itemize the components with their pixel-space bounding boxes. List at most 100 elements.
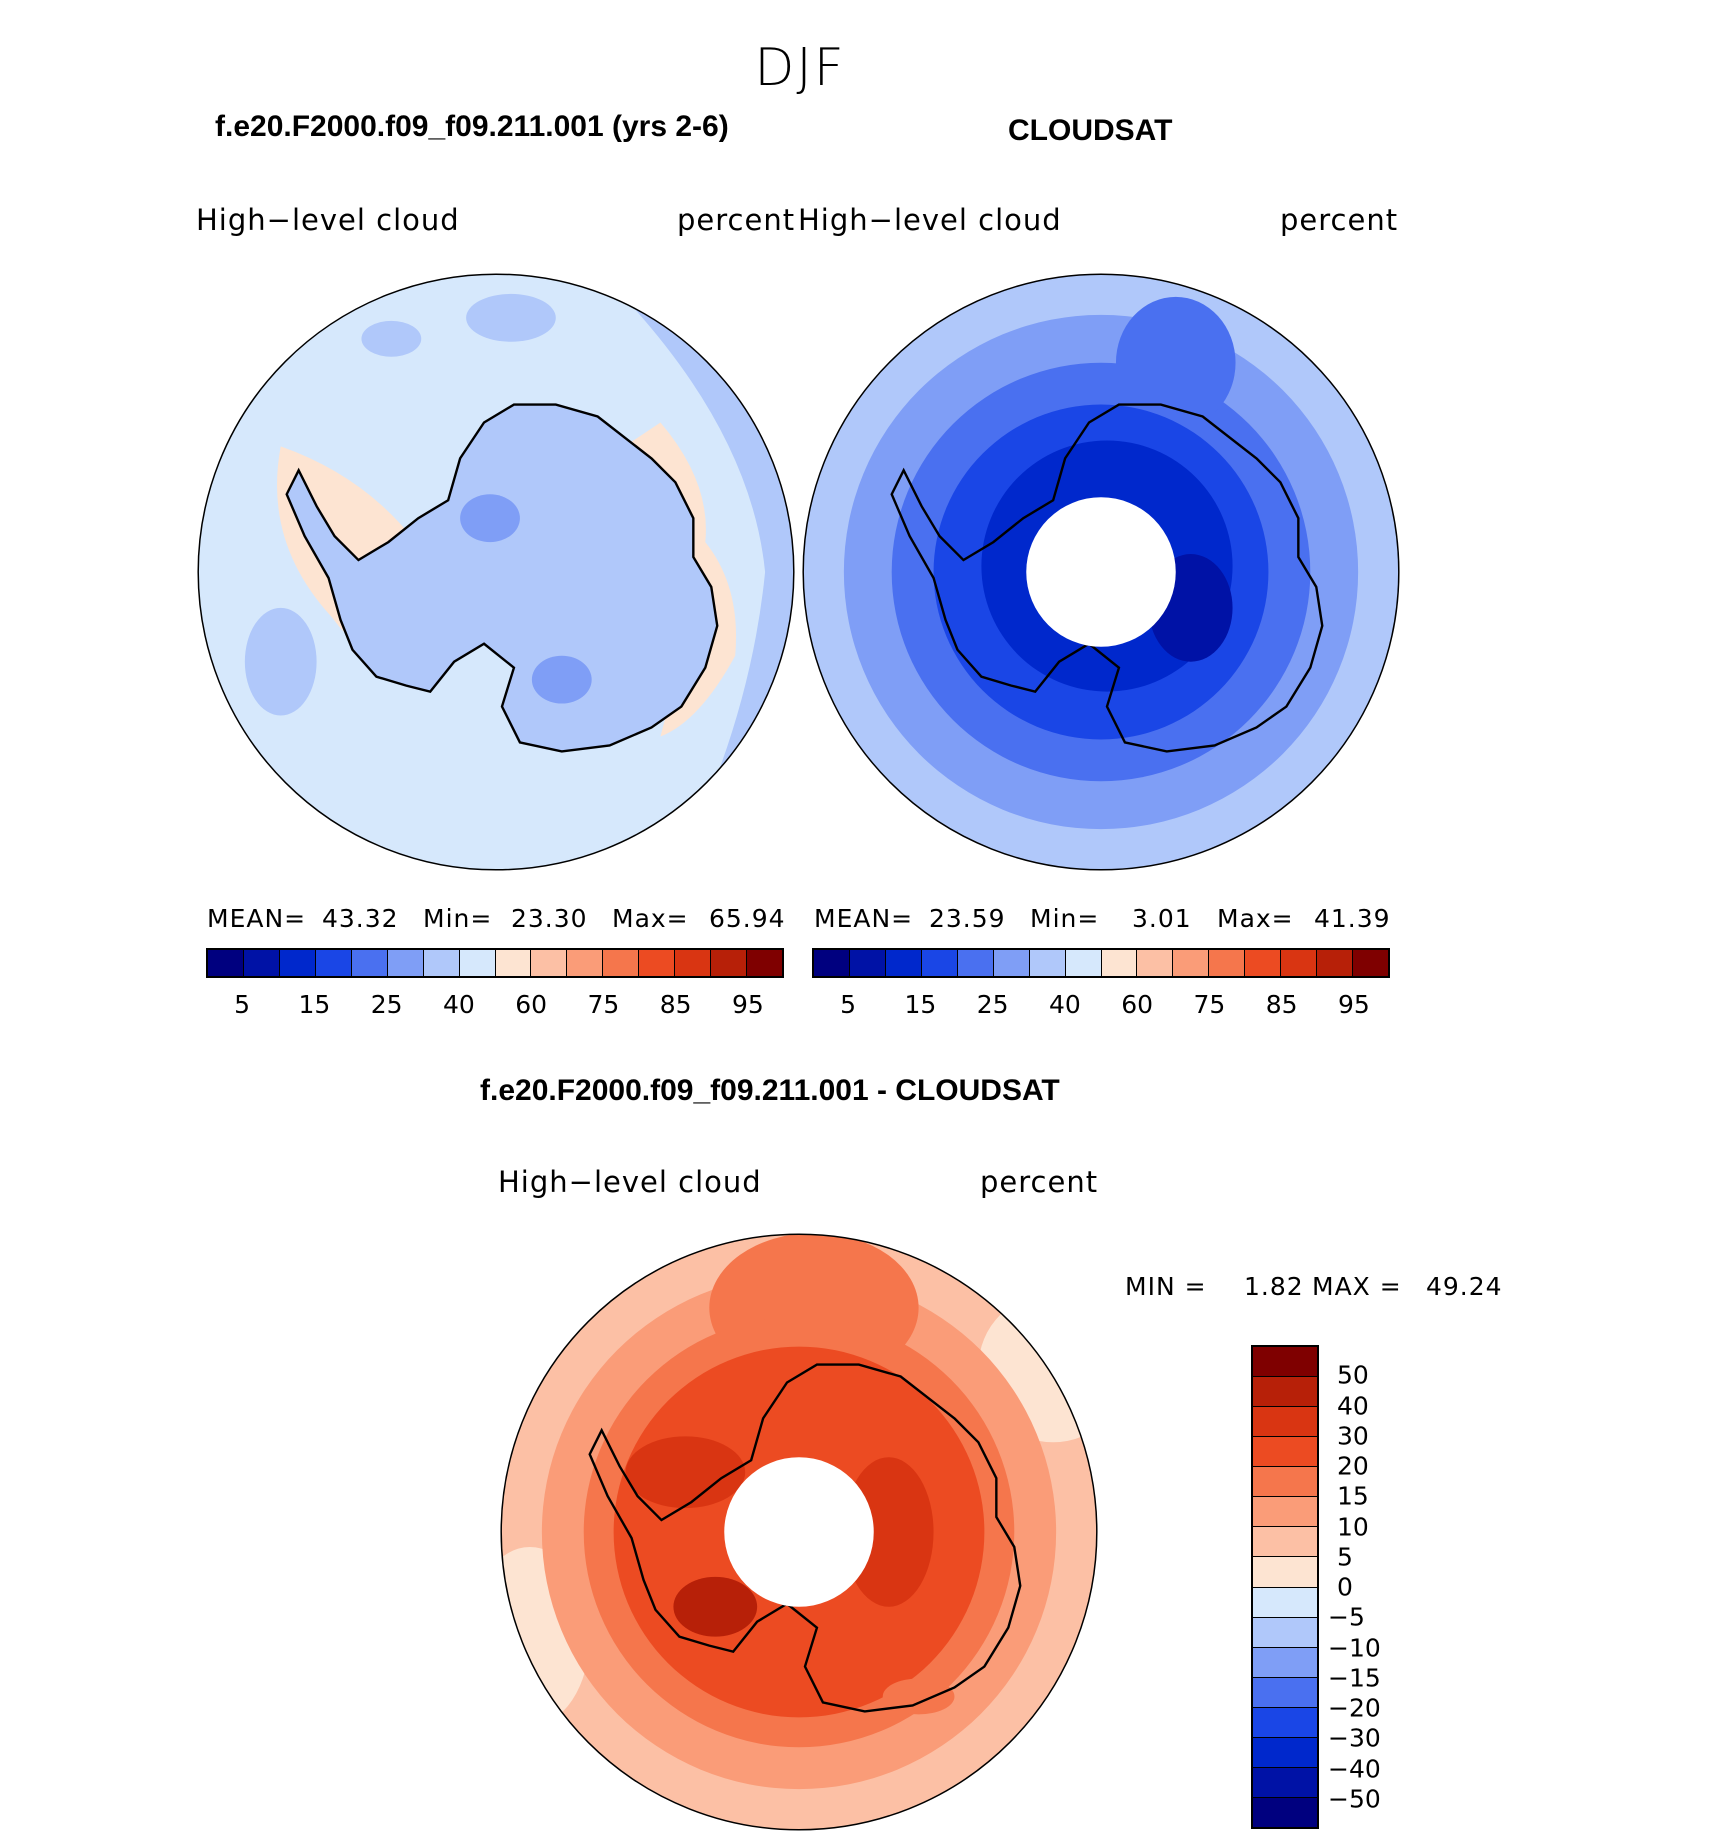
colorbar-box	[423, 950, 460, 976]
obs-max-label: Max=	[1217, 904, 1294, 933]
colorbar-tick-label: −15	[1328, 1663, 1381, 1693]
model-max-value: 65.94	[709, 904, 786, 933]
colorbar-tick-label: 5	[840, 990, 857, 1019]
model-polar-map	[197, 273, 795, 871]
diff-polar-map	[500, 1233, 1098, 1831]
colorbar-tick-label: 40	[442, 990, 475, 1019]
colorbar-box	[1281, 950, 1318, 976]
colorbar-tick-label: 0	[1337, 1572, 1353, 1602]
colorbar-box	[495, 950, 532, 976]
colorbar-tick-label: 75	[587, 990, 620, 1019]
colorbar-box	[1317, 950, 1354, 976]
colorbar-tick-label: −50	[1328, 1784, 1381, 1814]
colorbar-box	[1253, 1797, 1317, 1827]
colorbar-box	[603, 950, 640, 976]
colorbar-box	[567, 950, 604, 976]
diff-panel-title: f.e20.F2000.f09_f09.211.001 - CLOUDSAT	[480, 1074, 1060, 1107]
model-panel-title: f.e20.F2000.f09_f09.211.001 (yrs 2-6)	[215, 110, 729, 143]
colorbar-box	[1065, 950, 1102, 976]
colorbar-tick-label: 10	[1337, 1512, 1369, 1541]
obs-colorbar	[812, 948, 1390, 978]
colorbar-tick-label: −5	[1328, 1602, 1365, 1632]
colorbar-tick-label: 40	[1048, 990, 1081, 1019]
obs-colorbar-ticks: 5 15 25 40 60 75 85 95	[812, 990, 1390, 1020]
colorbar-box	[459, 950, 496, 976]
colorbar-box	[1253, 1557, 1317, 1588]
model-units-label: percent	[677, 203, 796, 237]
diff-colorbar	[1251, 1345, 1319, 1829]
colorbar-tick-label: 60	[515, 990, 548, 1019]
colorbar-box	[387, 950, 424, 976]
colorbar-tick-label: −30	[1328, 1723, 1381, 1753]
colorbar-box	[1253, 1647, 1317, 1678]
colorbar-box	[1253, 1677, 1317, 1708]
season-title: DJF	[754, 38, 846, 98]
colorbar-box	[1353, 950, 1388, 976]
colorbar-box	[639, 950, 676, 976]
colorbar-box	[849, 950, 886, 976]
colorbar-box	[1209, 950, 1246, 976]
colorbar-box	[921, 950, 958, 976]
colorbar-box	[1253, 1587, 1317, 1618]
colorbar-box	[747, 950, 782, 976]
obs-mean-label: MEAN=	[814, 904, 914, 933]
colorbar-tick-label: −40	[1328, 1754, 1381, 1783]
model-mean-value: 43.32	[322, 904, 399, 933]
colorbar-box	[315, 950, 352, 976]
colorbar-tick-label: 15	[298, 990, 331, 1019]
colorbar-box	[279, 950, 316, 976]
obs-panel-title: CLOUDSAT	[1008, 114, 1173, 147]
colorbar-box	[1253, 1767, 1317, 1798]
colorbar-box	[1029, 950, 1066, 976]
obs-min-label: Min=	[1030, 904, 1100, 933]
colorbar-tick-label: 15	[1337, 1481, 1369, 1511]
colorbar-tick-label: 20	[1337, 1451, 1369, 1481]
colorbar-tick-label: 75	[1193, 990, 1226, 1019]
colorbar-tick-label: 95	[1337, 990, 1370, 1019]
colorbar-box	[351, 950, 388, 976]
colorbar-box	[1173, 950, 1210, 976]
colorbar-box	[957, 950, 994, 976]
colorbar-box	[243, 950, 280, 976]
colorbar-box	[1253, 1467, 1317, 1498]
colorbar-box	[1245, 950, 1282, 976]
colorbar-tick-label: 30	[1337, 1421, 1369, 1451]
obs-units-label: percent	[1280, 203, 1399, 237]
colorbar-tick-label: 25	[370, 990, 403, 1019]
colorbar-box	[1253, 1737, 1317, 1768]
colorbar-tick-label: −20	[1328, 1693, 1381, 1723]
colorbar-box	[1253, 1527, 1317, 1558]
colorbar-box	[1253, 1617, 1317, 1648]
diff-min-label: MIN =	[1125, 1272, 1207, 1301]
colorbar-box	[814, 950, 850, 976]
colorbar-tick-label: 40	[1337, 1391, 1369, 1420]
colorbar-box	[885, 950, 922, 976]
colorbar-box	[1253, 1347, 1317, 1378]
colorbar-box	[531, 950, 568, 976]
obs-min-value: 3.01	[1132, 904, 1192, 933]
colorbar-box	[993, 950, 1030, 976]
colorbar-box	[1101, 950, 1138, 976]
obs-polar-map	[802, 273, 1400, 871]
model-min-label: Min=	[423, 904, 493, 933]
model-max-label: Max=	[612, 904, 689, 933]
colorbar-box	[1253, 1437, 1317, 1468]
model-variable-label: High−level cloud	[196, 203, 460, 237]
obs-variable-label: High−level cloud	[798, 203, 1062, 237]
colorbar-box	[1253, 1407, 1317, 1438]
diff-variable-label: High−level cloud	[498, 1165, 762, 1199]
colorbar-box	[1253, 1377, 1317, 1408]
obs-mean-value: 23.59	[929, 904, 1006, 933]
colorbar-tick-label: 5	[1337, 1542, 1353, 1572]
colorbar-tick-label: 95	[731, 990, 764, 1019]
colorbar-tick-label: 60	[1121, 990, 1154, 1019]
model-colorbar	[206, 948, 784, 978]
colorbar-box	[208, 950, 244, 976]
colorbar-box	[1253, 1707, 1317, 1738]
diff-units-label: percent	[980, 1165, 1099, 1199]
model-mean-label: MEAN=	[207, 904, 307, 933]
colorbar-tick-label: 85	[1265, 990, 1298, 1019]
model-colorbar-ticks: 5 15 25 40 60 75 85 95	[206, 990, 784, 1020]
colorbar-box	[675, 950, 712, 976]
diff-max-label: MAX =	[1312, 1272, 1402, 1301]
